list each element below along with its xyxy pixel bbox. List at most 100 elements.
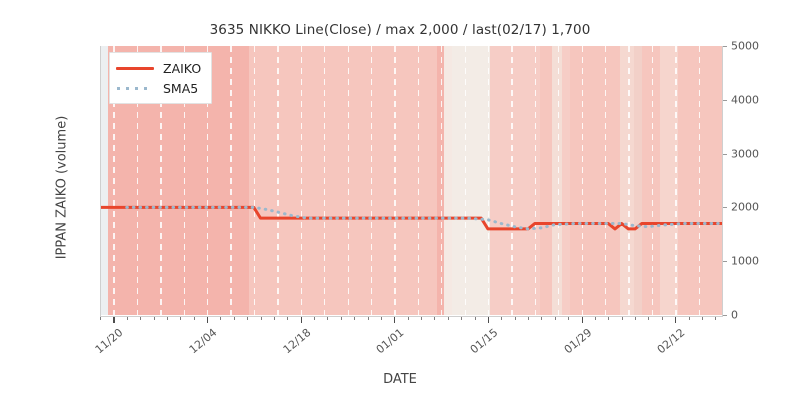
x-tick-minor [140,317,142,320]
series-line-sma5 [125,205,722,231]
legend-line-zaiko [116,66,154,70]
x-tick-minor [594,317,596,320]
bottom-axis-spine [100,316,723,317]
x-tick-minor [541,317,543,320]
chart-title: 3635 NIKKO Line(Close) / max 2,000 / las… [209,22,591,38]
left-axis-spine [100,46,101,316]
y-tick-mark [723,99,727,101]
x-tick-major [300,317,302,323]
x-tick-minor [180,317,182,320]
y-tick-mark [723,153,727,155]
x-tick-minor [514,317,516,320]
x-tick-minor [621,317,623,320]
x-tick-minor [461,317,463,320]
x-tick-minor [354,317,356,320]
y-tick-mark [723,46,727,47]
legend-item-zaiko[interactable]: ZAIKO [116,58,201,78]
x-tick-label: 01/15 [467,326,501,357]
x-axis-title: DATE [383,372,417,387]
x-tick-minor [421,317,422,320]
background-band [444,46,452,315]
legend-label-zaiko: ZAIKO [163,60,202,76]
x-tick-minor [220,317,222,320]
x-tick-major [207,317,209,323]
x-tick-major [113,317,115,323]
x-tick-label: 01/01 [373,326,407,357]
y-tick-label: 0 [731,308,738,322]
series-layer [100,205,722,231]
x-tick-minor [715,317,717,320]
x-tick-minor [554,317,556,320]
x-tick-minor [648,317,650,320]
x-tick-minor [260,317,262,320]
x-tick-minor [247,317,249,320]
background-band [642,46,660,315]
x-tick-minor [474,317,476,320]
x-tick-minor [340,317,342,320]
x-tick-minor [314,317,315,320]
y-tick-label: 2000 [731,200,759,214]
x-tick-major [581,317,583,323]
x-tick-minor [273,317,275,320]
x-tick-minor [501,317,503,320]
x-tick-minor [380,317,382,320]
background-band [562,46,570,315]
x-tick-major [675,317,677,323]
background-band [540,46,552,315]
x-tick-minor [701,317,703,320]
y-tick-label: 3000 [731,147,759,161]
y-tick-mark [723,207,727,209]
background-band [100,46,108,315]
legend-swatch-sma5 [116,82,154,94]
y-tick-label: 5000 [731,39,759,53]
x-tick-minor [407,317,409,320]
background-band [552,46,562,315]
background-band [437,46,444,315]
background-band [634,46,642,315]
legend-swatch-zaiko [116,62,154,74]
x-tick-minor [635,317,637,320]
legend-line-sma5 [117,86,153,90]
y-tick-mark [723,315,727,316]
background-band [570,46,620,315]
x-tick-minor [688,317,690,320]
y-tick-label: 4000 [731,93,759,107]
y-tick-mark [723,261,727,263]
x-tick-label: 02/12 [654,326,688,357]
x-tick-minor [528,317,529,320]
x-tick-minor [166,317,168,320]
x-tick-label: 12/18 [280,326,313,357]
x-tick-minor [193,317,195,320]
x-tick-major [487,317,490,323]
x-tick-minor [568,317,570,320]
legend-label-sma5: SMA5 [163,80,199,96]
background-band [620,46,634,315]
x-tick-minor [100,317,101,320]
x-tick-minor [327,317,329,320]
background-band [660,46,678,315]
x-tick-label: 01/29 [561,326,594,357]
right-axis-spine [722,46,723,316]
x-tick-major [394,317,396,323]
background-band [452,46,490,315]
background-band [249,46,437,315]
chart-legend: ZAIKO SMA5 [109,52,213,104]
x-tick-minor [153,317,155,320]
y-axis-title: IPPAN ZAIKO (volume) [54,115,70,260]
y-tick-label: 1000 [731,254,759,268]
background-band [678,46,722,315]
x-tick-minor [447,317,449,320]
legend-item-sma5[interactable]: SMA5 [116,78,201,98]
background-band [490,46,540,315]
x-tick-minor [661,317,663,320]
x-tick-minor [367,317,369,320]
plot-area [100,46,722,315]
x-tick-minor [126,317,128,320]
x-tick-minor [287,317,289,320]
x-tick-minor [434,317,436,320]
x-tick-minor [608,317,610,320]
x-tick-label: 12/04 [186,326,220,357]
x-tick-label: 11/20 [93,326,126,357]
x-tick-minor [233,317,235,320]
